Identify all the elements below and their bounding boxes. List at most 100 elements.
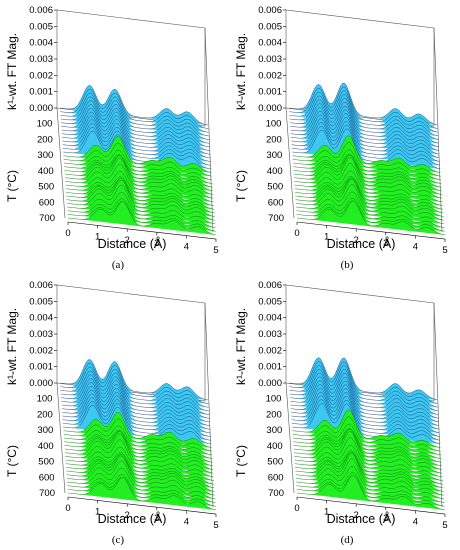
t-tick-label: 200 [266, 409, 282, 420]
t-tick-label: 400 [267, 166, 283, 177]
slice-outline [293, 154, 442, 192]
t-tick-label: 500 [38, 182, 54, 193]
x-tick-label: 5 [442, 520, 447, 531]
slice-high-temp [297, 475, 445, 510]
slice-outline [292, 135, 441, 173]
slice-outline [60, 366, 209, 408]
z-tick-label: 0.001 [29, 87, 53, 98]
t-tick-label: 500 [38, 457, 54, 468]
z-tick-label: 0.003 [258, 329, 282, 340]
panel-c: 0.0060.0050.0040.0030.0020.0010.00010020… [5, 280, 219, 546]
t-axis-title: T (°C) [234, 445, 248, 477]
t-tick-label: 400 [38, 441, 54, 452]
panel-caption: (a) [112, 259, 125, 271]
t-tick-label: 100 [266, 119, 282, 130]
panel-a: 0.0060.0050.0040.0030.0020.0010.00010020… [5, 5, 219, 271]
slice-outline [64, 430, 213, 459]
slice-high-temp [292, 416, 441, 452]
slice-outline [64, 431, 213, 467]
slice-outline [63, 425, 213, 456]
z-tick-label: 0.005 [258, 21, 282, 32]
z-axis-title: k¹-wt. FT Mag. [5, 308, 19, 385]
x-tick-label: 4 [184, 242, 189, 253]
slice-outline [292, 403, 441, 445]
slice-outline [292, 423, 442, 456]
slice-outline [290, 109, 439, 151]
slice-outline [67, 474, 216, 503]
z-tick-label: 0.001 [258, 362, 282, 373]
slice-high-temp [294, 170, 443, 202]
slice-outline [61, 107, 210, 148]
t-tick-label: 100 [37, 394, 53, 405]
slice-high-temp [63, 412, 212, 448]
slice-high-temp [295, 184, 444, 221]
slice-outline [65, 446, 214, 478]
slice-high-temp [63, 418, 212, 452]
t-tick-label: 300 [37, 425, 53, 436]
slice-low-temp [291, 121, 440, 162]
x-tick-label: 2 [125, 235, 130, 246]
slice-low-temp [289, 361, 438, 404]
z-tick-label: 0.002 [258, 345, 282, 356]
slice-outline [60, 362, 209, 404]
x-tick-label: 5 [442, 245, 447, 256]
slice-outline [64, 154, 213, 184]
slice-outline [290, 384, 439, 426]
slice-outline [61, 381, 210, 423]
x-tick-label: 0 [294, 503, 299, 514]
slice-outline [296, 200, 446, 236]
x-tick-label: 2 [125, 510, 130, 521]
slice-outline [65, 157, 214, 195]
slice-high-temp [294, 157, 443, 195]
z-tick-label: 0.003 [258, 54, 282, 65]
slice-outline [63, 142, 212, 177]
slice-outline [289, 94, 438, 137]
slice-low-temp [290, 102, 439, 144]
slice-high-temp [292, 142, 441, 177]
slice-outline [288, 82, 438, 126]
slice-outline [66, 184, 215, 221]
z-tick-label: 0.005 [29, 296, 53, 307]
slice-outline [65, 433, 214, 470]
z-tick-label: 0.004 [29, 38, 53, 49]
x-tick-label: 1 [95, 231, 100, 242]
x-tick-label: 3 [154, 513, 159, 524]
x-tick-label: 3 [154, 238, 159, 249]
slice-outline [61, 385, 210, 426]
slice-outline [295, 458, 444, 496]
t-axis-title: T (°C) [234, 170, 248, 202]
x-tick-label: 4 [184, 517, 189, 528]
slice-outline [293, 154, 442, 188]
slice-high-temp [296, 198, 445, 228]
x-tick-label: 0 [294, 228, 299, 239]
x-axis-line [296, 221, 446, 240]
slice-high-temp [295, 179, 444, 217]
slice-high-temp [68, 477, 216, 510]
slice-outline [61, 374, 210, 415]
x-axis-line [296, 496, 446, 515]
slice-outline [296, 472, 445, 503]
slice-outline [62, 401, 211, 441]
z-tick-label: 0.006 [258, 5, 282, 16]
slice-outline [293, 428, 442, 467]
slice-outline [67, 201, 217, 236]
x-tick-label: 1 [95, 506, 100, 517]
t-tick-label: 300 [266, 425, 282, 436]
slice-outline [62, 393, 211, 434]
t-axis-title: T (°C) [5, 170, 19, 202]
slice-outline [63, 149, 213, 181]
panel-caption: (b) [341, 259, 354, 271]
slice-low-temp [291, 117, 440, 158]
slice-high-temp [65, 439, 214, 474]
slice-outline [60, 88, 209, 129]
slice-outline [291, 124, 440, 166]
slice-outline [291, 117, 440, 159]
x-tick-label: 0 [65, 503, 70, 514]
slice-outline [62, 389, 211, 430]
slice-outline [296, 191, 445, 225]
slice-outline [63, 130, 212, 170]
slice-outline [294, 176, 443, 206]
slice-low-temp [289, 94, 438, 136]
x-tick-label: 1 [324, 506, 329, 517]
